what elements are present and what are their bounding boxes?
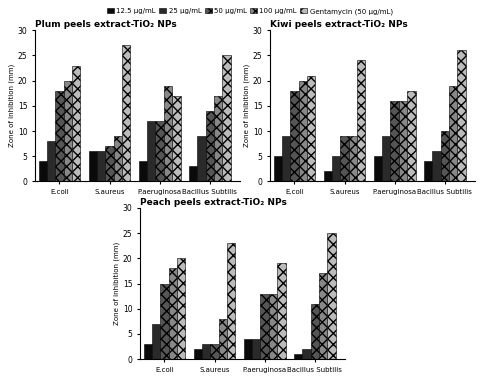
Y-axis label: Zone of inhibition (mm): Zone of inhibition (mm) <box>244 64 250 147</box>
Bar <box>72 65 80 181</box>
Bar <box>218 319 227 359</box>
Bar <box>38 161 47 181</box>
Bar <box>332 156 340 181</box>
Bar <box>244 339 252 359</box>
Bar <box>274 156 282 181</box>
Bar <box>298 81 307 181</box>
Text: Kiwi peels extract-TiO₂ NPs: Kiwi peels extract-TiO₂ NPs <box>270 20 408 29</box>
Bar <box>214 96 222 181</box>
Bar <box>399 101 407 181</box>
Legend: 12.5 μg/mL, 25 μg/mL, 50 μg/mL, 100 μg/mL, Gentamycin (50 μg/mL): 12.5 μg/mL, 25 μg/mL, 50 μg/mL, 100 μg/m… <box>104 5 396 17</box>
Bar <box>177 258 186 359</box>
Bar <box>260 294 269 359</box>
Bar <box>227 243 235 359</box>
Bar <box>97 151 106 181</box>
Bar <box>374 156 382 181</box>
Bar <box>458 50 466 181</box>
Bar <box>432 151 440 181</box>
Bar <box>144 344 152 359</box>
Bar <box>290 91 298 181</box>
Bar <box>164 86 172 181</box>
Bar <box>302 349 310 359</box>
Bar <box>269 294 277 359</box>
Bar <box>407 91 416 181</box>
Bar <box>324 171 332 181</box>
Bar <box>147 121 156 181</box>
Bar <box>202 344 210 359</box>
Bar <box>210 344 218 359</box>
Bar <box>348 136 357 181</box>
Bar <box>307 76 316 181</box>
Bar <box>357 60 366 181</box>
Text: Peach peels extract-TiO₂ NPs: Peach peels extract-TiO₂ NPs <box>140 198 287 207</box>
Bar <box>449 86 458 181</box>
Bar <box>198 136 205 181</box>
Bar <box>319 273 328 359</box>
Bar <box>88 151 97 181</box>
Bar <box>55 91 64 181</box>
Bar <box>64 81 72 181</box>
Bar <box>390 101 399 181</box>
Bar <box>47 141 55 181</box>
Bar <box>222 56 230 181</box>
Bar <box>382 136 390 181</box>
Bar <box>172 96 180 181</box>
Bar <box>106 146 114 181</box>
Bar <box>277 263 285 359</box>
Y-axis label: Zone of inhibition (mm): Zone of inhibition (mm) <box>8 64 15 147</box>
Bar <box>160 284 168 359</box>
Bar <box>252 339 260 359</box>
Bar <box>294 354 302 359</box>
Bar <box>189 166 198 181</box>
Bar <box>122 45 130 181</box>
Bar <box>194 349 202 359</box>
Bar <box>114 136 122 181</box>
Bar <box>282 136 290 181</box>
Bar <box>440 131 449 181</box>
Bar <box>156 121 164 181</box>
Text: Plum peels extract-TiO₂ NPs: Plum peels extract-TiO₂ NPs <box>35 20 177 29</box>
Bar <box>206 111 214 181</box>
Bar <box>152 324 160 359</box>
Bar <box>139 161 147 181</box>
Bar <box>310 304 319 359</box>
Y-axis label: Zone of inhibition (mm): Zone of inhibition (mm) <box>114 242 120 325</box>
Bar <box>168 268 177 359</box>
Bar <box>424 161 432 181</box>
Bar <box>328 233 336 359</box>
Bar <box>340 136 348 181</box>
